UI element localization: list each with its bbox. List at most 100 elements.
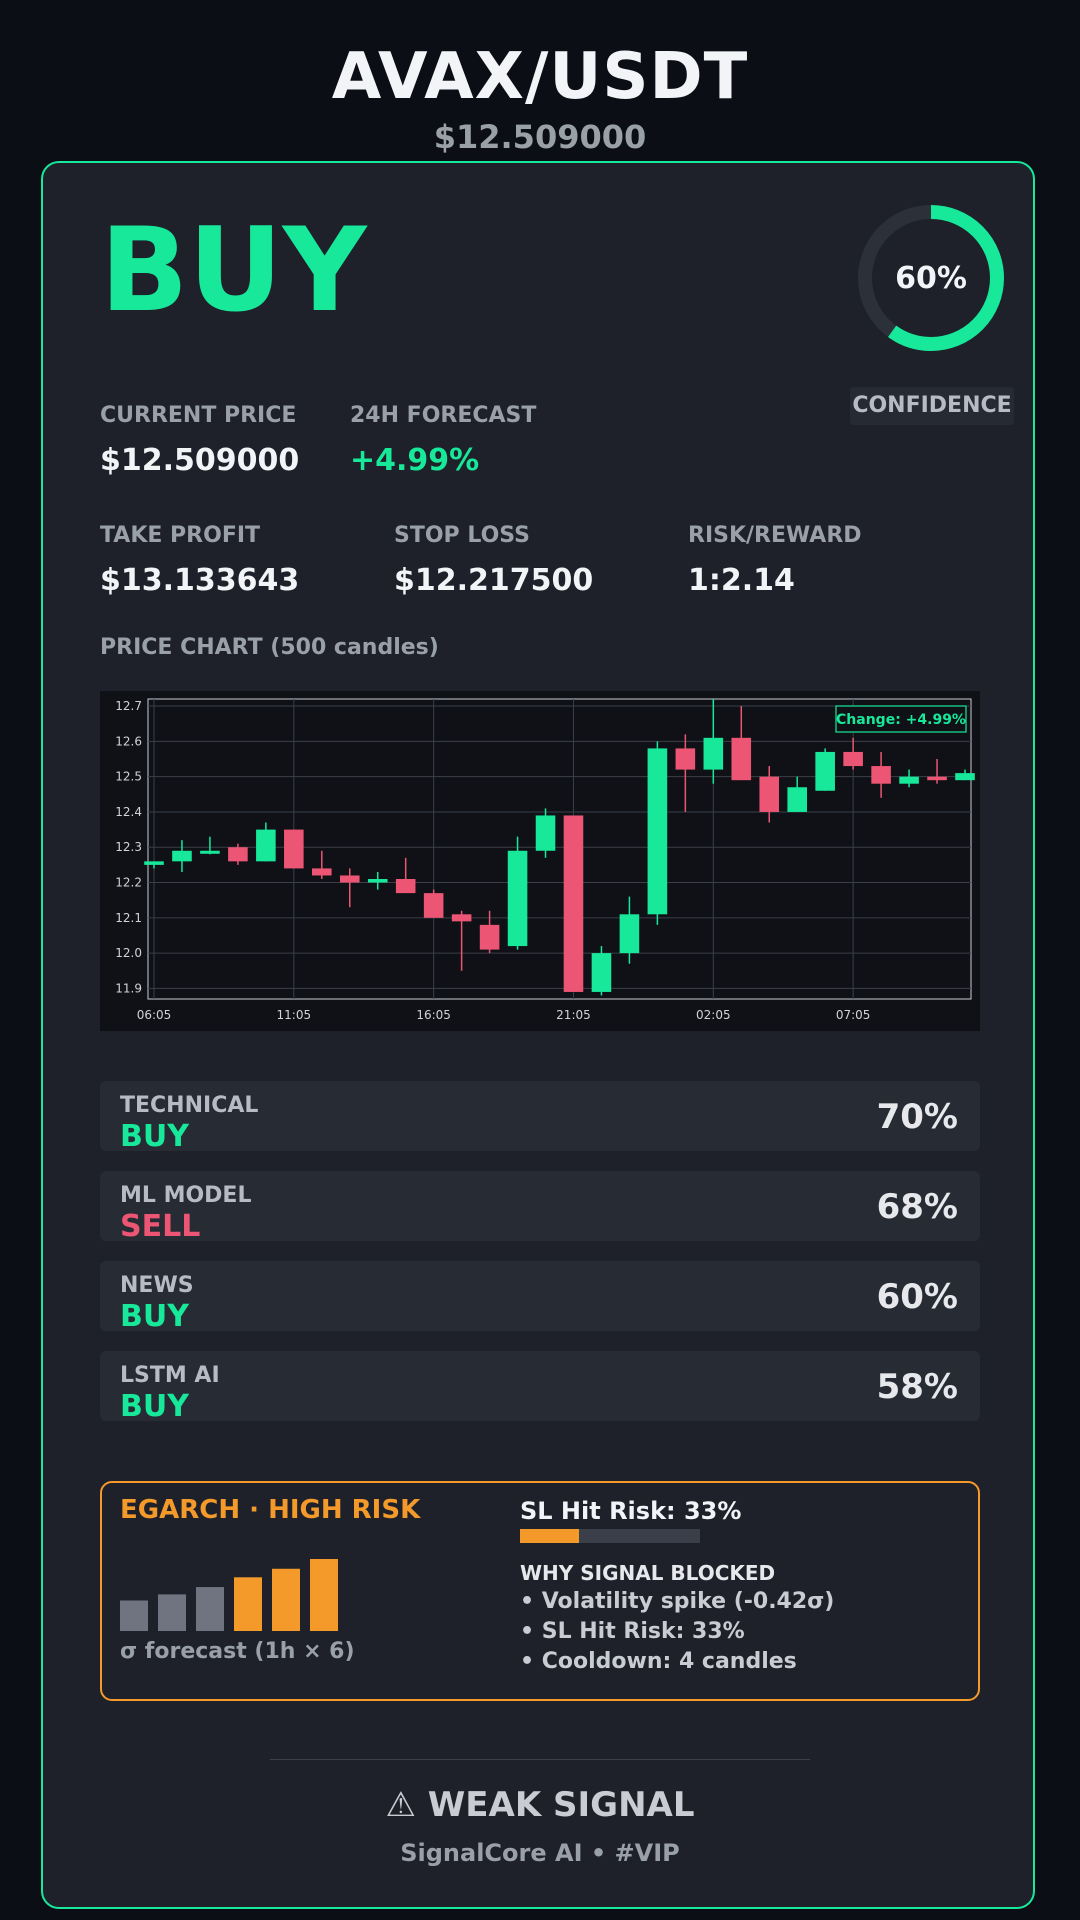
x-tick-label: 06:05 <box>137 1008 172 1022</box>
model-signal: BUY <box>120 1389 189 1424</box>
why-item: • Cooldown: 4 candles <box>520 1649 797 1674</box>
risk-title: EGARCH · HIGH RISK <box>120 1495 421 1525</box>
why-item: • SL Hit Risk: 33% <box>520 1619 745 1644</box>
sigma-bar <box>310 1559 338 1631</box>
chart-title: PRICE CHART (500 candles) <box>100 635 439 660</box>
risk-reward-label: RISK/REWARD <box>688 523 862 548</box>
take-profit-label: TAKE PROFIT <box>100 523 261 548</box>
candle-body <box>899 776 919 784</box>
weak-signal-label: ⚠ WEAK SIGNAL <box>385 1785 695 1825</box>
candle-body <box>871 766 891 784</box>
candle-body <box>228 847 248 862</box>
candle-body <box>367 879 388 883</box>
sigma-bar <box>120 1600 148 1631</box>
candle-body <box>591 953 612 992</box>
x-tick-label: 11:05 <box>277 1008 312 1022</box>
candle-body <box>423 893 444 918</box>
candle-body <box>647 748 668 915</box>
header-price: $12.509000 <box>433 118 647 156</box>
footer-divider <box>270 1759 810 1760</box>
y-tick-label: 12.2 <box>115 876 142 890</box>
model-confidence: 68% <box>876 1187 958 1227</box>
sigma-label: σ forecast (1h × 6) <box>120 1639 355 1664</box>
change-annotation: Change: +4.99% <box>836 712 966 728</box>
stop-loss-value: $12.217500 <box>394 563 594 598</box>
forecast-label: 24H FORECAST <box>350 403 537 428</box>
y-tick-label: 12.5 <box>115 770 142 784</box>
price-chart-svg: 11.9 12.0 12.1 12.2 12.3 12.4 12.5 12.6 12.7 06:0… <box>115 698 975 1022</box>
confidence-value: 60% <box>895 261 967 296</box>
candle-body <box>843 751 863 767</box>
sl-hit-bar <box>520 1529 700 1543</box>
x-tick-label: 16:05 <box>416 1008 451 1022</box>
candle-body <box>535 815 556 851</box>
model-row-technical: TECHNICAL BUY 70% <box>100 1081 980 1154</box>
model-name: TECHNICAL <box>120 1093 259 1118</box>
confidence-gauge <box>858 205 1004 351</box>
model-confidence: 70% <box>876 1097 958 1137</box>
candle-body <box>675 748 696 770</box>
model-row-ml: ML MODEL SELL 68% <box>100 1171 980 1244</box>
candle-body <box>451 914 472 922</box>
candle-body <box>144 861 164 865</box>
candle-body <box>759 776 780 812</box>
confidence-label: CONFIDENCE <box>850 387 1014 425</box>
risk-panel: EGARCH · HIGH RISK σ forecast (1h × 6) S… <box>100 1481 980 1701</box>
y-tick-label: 12.4 <box>115 805 142 819</box>
candle-body <box>507 850 528 947</box>
candle-body <box>395 879 416 894</box>
model-signal: BUY <box>120 1299 189 1334</box>
sl-hit-title: SL Hit Risk: 33% <box>520 1497 742 1525</box>
why-blocked-title: WHY SIGNAL BLOCKED <box>520 1561 776 1585</box>
y-tick-label: 12.7 <box>115 699 142 713</box>
candle-body <box>927 776 947 781</box>
model-signal: SELL <box>120 1209 201 1244</box>
x-tick-label: 02:05 <box>696 1008 731 1022</box>
candle-body <box>563 815 584 992</box>
current-price-label: CURRENT PRICE <box>100 403 297 428</box>
candle-body <box>312 868 332 876</box>
candle-body <box>256 829 276 862</box>
brand-footer: SignalCore AI • #VIP <box>400 1839 680 1867</box>
candle-body <box>815 751 835 791</box>
y-tick-label: 12.1 <box>115 911 142 925</box>
price-chart: 11.9 12.0 12.1 12.2 12.3 12.4 12.5 12.6 12.7 06:0… <box>100 691 980 1031</box>
candle-body <box>284 829 304 869</box>
model-name: NEWS <box>120 1273 194 1298</box>
model-confidence: 60% <box>876 1277 958 1317</box>
stop-loss-label: STOP LOSS <box>394 523 530 548</box>
x-tick-label: 07:05 <box>836 1008 871 1022</box>
candle-body <box>339 875 360 883</box>
model-row-lstm: LSTM AI BUY 58% <box>100 1351 980 1424</box>
sigma-bar <box>234 1577 262 1631</box>
forecast-value: +4.99% <box>350 443 480 478</box>
model-name: LSTM AI <box>120 1363 220 1388</box>
sigma-bar <box>196 1587 224 1631</box>
signal-action: BUY <box>100 203 367 338</box>
candle-body <box>955 773 975 781</box>
sigma-bar <box>158 1594 186 1631</box>
change-annotation-box <box>835 705 967 733</box>
model-signal: BUY <box>120 1119 189 1154</box>
take-profit-value: $13.133643 <box>100 563 300 598</box>
model-row-news: NEWS BUY 60% <box>100 1261 980 1334</box>
candle-body <box>787 787 807 812</box>
y-tick-label: 11.9 <box>115 981 142 995</box>
model-name: ML MODEL <box>120 1183 252 1208</box>
y-tick-label: 12.6 <box>115 734 142 748</box>
pair-title: AVAX/USDT <box>331 40 749 114</box>
candle-body <box>172 850 192 862</box>
sigma-bar <box>272 1568 300 1631</box>
y-tick-label: 12.3 <box>115 840 142 854</box>
x-tick-label: 21:05 <box>556 1008 591 1022</box>
candle-body <box>703 737 724 770</box>
why-item: • Volatility spike (-0.42σ) <box>520 1589 835 1614</box>
candle-body <box>731 737 752 781</box>
confidence-arc <box>858 205 1004 351</box>
candle-body <box>479 924 500 950</box>
signal-card: BUY 60% CONFIDENCE CURRENT PRICE $12.509… <box>41 161 1035 1909</box>
model-confidence: 58% <box>876 1367 958 1407</box>
candle-body <box>619 914 640 954</box>
current-price-value: $12.509000 <box>100 443 300 478</box>
sl-hit-bar-fill <box>520 1529 580 1543</box>
